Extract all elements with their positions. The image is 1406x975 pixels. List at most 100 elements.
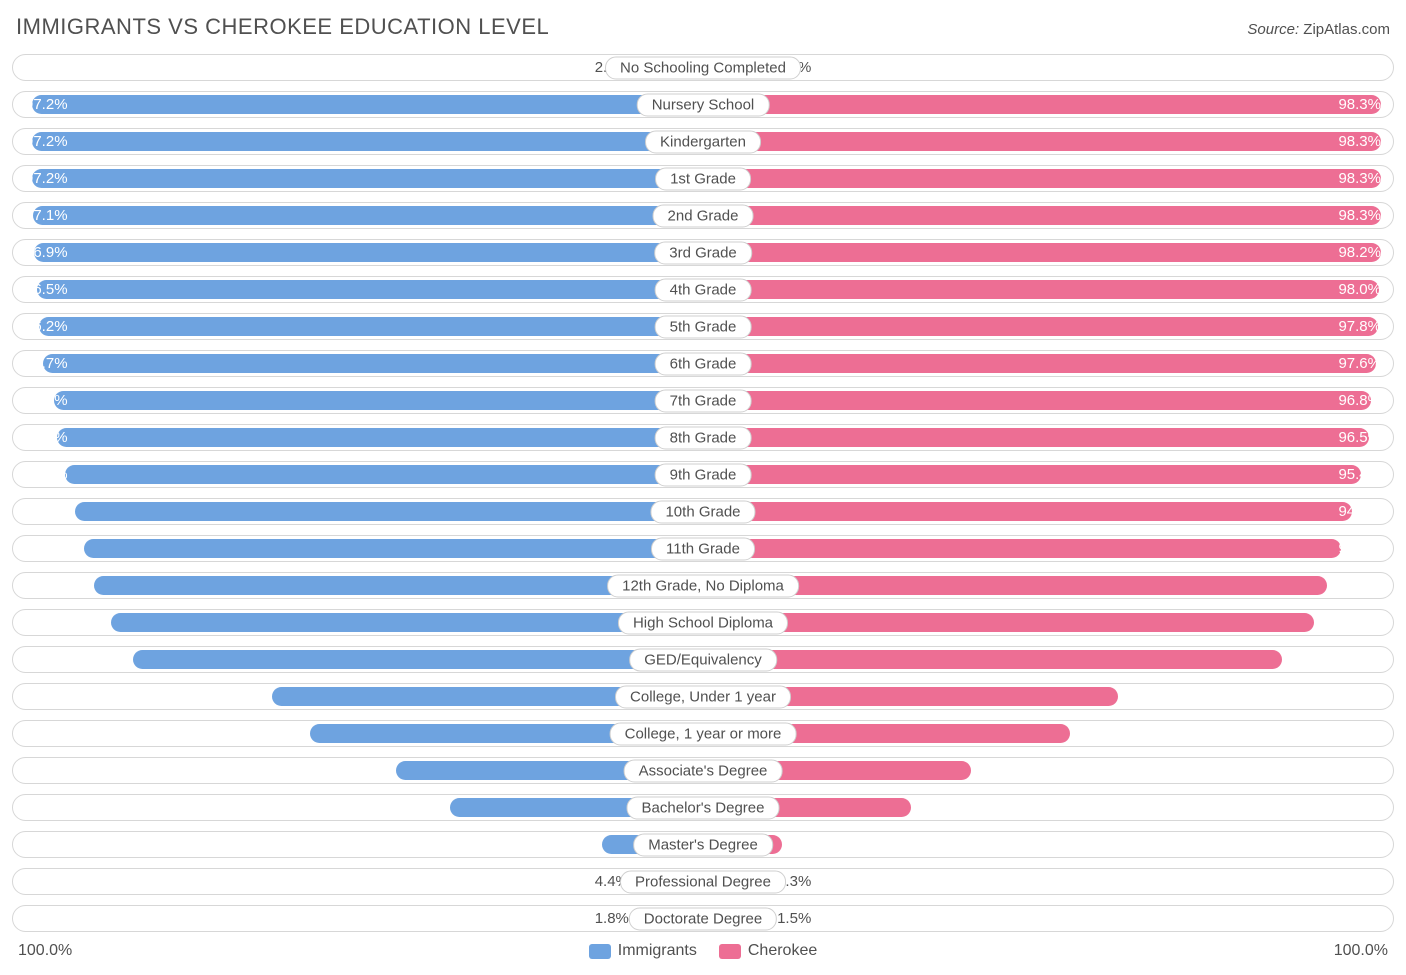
chart-row: 14.6% 11.4% Master's Degree: [12, 831, 1394, 858]
value-left: 97.1%: [13, 203, 683, 228]
value-left: 97.2%: [13, 166, 684, 191]
value-left: 96.9%: [13, 240, 682, 265]
value-left: 44.5%: [13, 758, 320, 783]
value-right: 92.4%: [755, 536, 1393, 561]
legend-item-right: Cherokee: [719, 942, 817, 960]
value-right: 94.1%: [744, 499, 1393, 524]
chart-row: 2.8%1.7%No Schooling Completed: [12, 54, 1394, 81]
value-left: 82.6%: [13, 647, 583, 672]
chart-row: 44.5% 38.9% Associate's Degree: [12, 757, 1394, 784]
value-left: 94.0%: [13, 388, 662, 413]
chart-row: 94.0% 96.8%7th Grade: [12, 387, 1394, 414]
value-right: 98.3%: [715, 203, 1393, 228]
chart-row: 91.0%94.1%10th Grade: [12, 498, 1394, 525]
value-right: 98.3%: [715, 129, 1393, 154]
chart-row: 97.1% 98.3%2nd Grade: [12, 202, 1394, 229]
value-right: 90.5%: [769, 573, 1393, 598]
chart-row: 97.2% 98.3%1st Grade: [12, 165, 1394, 192]
value-right: 98.0%: [717, 277, 1393, 302]
value-right: 60.1%: [978, 684, 1393, 709]
category-label: Doctorate Degree: [629, 907, 777, 930]
value-left: 14.6%: [13, 832, 114, 857]
chart-row: 92.5% 95.4%9th Grade: [12, 461, 1394, 488]
category-label: Professional Degree: [620, 870, 786, 893]
chart-row: 82.6%83.9%GED/Equivalency: [12, 646, 1394, 673]
category-label: Nursery School: [637, 93, 770, 116]
category-label: 4th Grade: [655, 278, 752, 301]
value-left: 62.5%: [13, 684, 444, 709]
chart-row: 96.5% 98.0%4th Grade: [12, 276, 1394, 303]
legend-label-right: Cherokee: [748, 942, 817, 960]
value-left: 93.6%: [13, 425, 659, 450]
value-right: 83.9%: [814, 647, 1393, 672]
axis-left-max: 100.0%: [18, 942, 72, 960]
value-right: 96.8%: [725, 388, 1393, 413]
category-label: Master's Degree: [633, 833, 773, 856]
value-left: 92.5%: [13, 462, 651, 487]
category-label: 5th Grade: [655, 315, 752, 338]
legend-label-left: Immigrants: [618, 942, 697, 960]
chart-row: 96.2% 97.8%5th Grade: [12, 313, 1394, 340]
value-left: 36.7%: [13, 795, 266, 820]
category-label: No Schooling Completed: [605, 56, 801, 79]
value-left: 97.2%: [13, 92, 684, 117]
chart-row: 97.2% 98.3%Nursery School: [12, 91, 1394, 118]
chart-row: 85.8% 88.5%High School Diploma: [12, 609, 1394, 636]
chart-header: IMMIGRANTS VS CHEROKEE EDUCATION LEVEL S…: [12, 14, 1394, 40]
value-right: 53.2%: [1026, 721, 1393, 746]
category-label: 2nd Grade: [653, 204, 754, 227]
category-label: 8th Grade: [655, 426, 752, 449]
category-label: College, Under 1 year: [615, 685, 791, 708]
value-left: 89.7%: [13, 536, 632, 561]
category-label: 9th Grade: [655, 463, 752, 486]
chart-row: 96.9% 98.2%3rd Grade: [12, 239, 1394, 266]
category-label: 11th Grade: [651, 537, 755, 560]
source-label: Source:: [1247, 21, 1299, 38]
value-left: 85.8%: [13, 610, 605, 635]
chart-row: 4.4%3.3%Professional Degree: [12, 868, 1394, 895]
chart-row: 95.7% 97.6%6th Grade: [12, 350, 1394, 377]
source-value: ZipAtlas.com: [1303, 21, 1390, 38]
category-label: 3rd Grade: [654, 241, 752, 264]
chart-row: 93.6% 96.5%8th Grade: [12, 424, 1394, 451]
value-right: 30.2%: [1185, 795, 1393, 820]
category-label: Associate's Degree: [624, 759, 783, 782]
value-right: 98.3%: [715, 166, 1393, 191]
value-left: 96.5%: [13, 277, 679, 302]
legend-swatch-right: [719, 944, 741, 959]
axis-legend-row: 100.0% Immigrants Cherokee 100.0%: [12, 942, 1394, 960]
category-label: College, 1 year or more: [610, 722, 797, 745]
category-label: Kindergarten: [645, 130, 761, 153]
value-right: 97.6%: [720, 351, 1393, 376]
value-right: 97.8%: [718, 314, 1393, 339]
category-label: 12th Grade, No Diploma: [607, 574, 799, 597]
value-right: 98.2%: [715, 240, 1393, 265]
value-right: 88.5%: [782, 610, 1393, 635]
category-label: 6th Grade: [655, 352, 752, 375]
chart-row: 1.8%1.5%Doctorate Degree: [12, 905, 1394, 932]
chart-source: Source: ZipAtlas.com: [1247, 21, 1390, 38]
legend-item-left: Immigrants: [589, 942, 697, 960]
value-right: 95.4%: [735, 462, 1393, 487]
value-right: 38.9%: [1125, 758, 1393, 783]
category-label: High School Diploma: [618, 611, 788, 634]
chart-row: 62.5% 60.1% College, Under 1 year: [12, 683, 1394, 710]
value-left: 88.2%: [13, 573, 622, 598]
category-label: 7th Grade: [655, 389, 752, 412]
legend: Immigrants Cherokee: [72, 942, 1333, 960]
category-label: 1st Grade: [655, 167, 751, 190]
chart-title: IMMIGRANTS VS CHEROKEE EDUCATION LEVEL: [16, 14, 549, 40]
value-right: 98.3%: [715, 92, 1393, 117]
legend-swatch-left: [589, 944, 611, 959]
chart-row: 89.7% 92.4%11th Grade: [12, 535, 1394, 562]
category-label: 10th Grade: [650, 500, 755, 523]
axis-right-max: 100.0%: [1334, 942, 1388, 960]
value-left: 57.0%: [13, 721, 406, 746]
value-left: 97.2%: [13, 129, 684, 154]
value-left: 96.2%: [13, 314, 677, 339]
diverging-bar-chart: 2.8%1.7%No Schooling Completed 97.2% 98.3%…: [12, 54, 1394, 932]
chart-row: 97.2% 98.3%Kindergarten: [12, 128, 1394, 155]
value-right: 96.5%: [727, 425, 1393, 450]
value-right: 11.4%: [1314, 832, 1393, 857]
value-left: 95.7%: [13, 351, 673, 376]
